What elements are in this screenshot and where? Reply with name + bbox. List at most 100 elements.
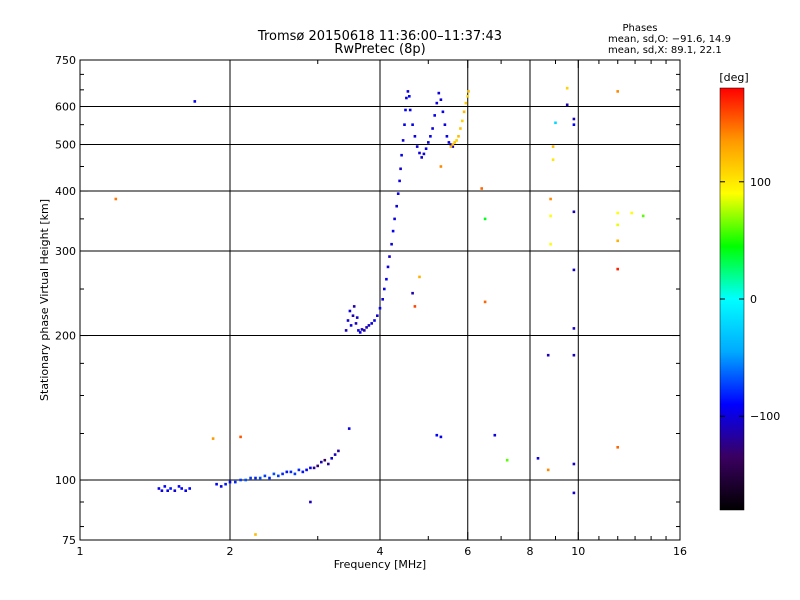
data-point <box>180 487 183 490</box>
data-point <box>169 487 172 490</box>
data-point <box>367 324 371 327</box>
data-point <box>505 458 509 462</box>
colorbar-tick-label: 100 <box>750 176 771 189</box>
data-point <box>431 127 434 130</box>
data-point <box>572 491 576 495</box>
data-point <box>411 123 414 126</box>
data-point <box>400 153 403 157</box>
data-point <box>114 197 118 201</box>
data-point <box>429 135 432 138</box>
x-tick-label: 10 <box>571 545 585 558</box>
data-point <box>418 275 421 279</box>
x-tick-label: 1 <box>77 545 84 558</box>
data-point <box>565 86 569 90</box>
data-point <box>234 480 237 484</box>
chart-title: Tromsø 20150618 11:36:00–11:37:43 <box>257 29 502 44</box>
x-tick-label: 2 <box>227 545 234 558</box>
data-point <box>641 214 645 218</box>
gridlines <box>80 60 680 540</box>
data-point <box>193 100 197 103</box>
data-point <box>355 316 359 319</box>
data-point <box>239 478 242 482</box>
data-point <box>565 103 569 107</box>
data-point <box>309 500 312 504</box>
data-point <box>215 482 218 486</box>
data-point <box>467 90 470 93</box>
colorbar: [deg] 100 0 −100 <box>719 71 780 511</box>
data-point <box>160 489 164 492</box>
data-point <box>403 123 406 126</box>
data-point <box>483 217 487 221</box>
data-point <box>572 117 576 121</box>
data-point <box>268 476 271 480</box>
data-point <box>449 145 453 148</box>
data-point <box>616 239 619 243</box>
data-point <box>480 187 483 190</box>
data-point <box>316 464 319 468</box>
data-point <box>393 217 396 221</box>
data-point <box>333 453 337 456</box>
data-point <box>346 319 350 322</box>
data-point <box>549 214 552 218</box>
data-point <box>408 108 412 112</box>
data-point <box>272 472 276 476</box>
colorbar-tick-label: 0 <box>750 293 757 306</box>
x-tick-label: 6 <box>464 545 471 558</box>
data-point <box>163 485 167 488</box>
data-point <box>386 265 390 269</box>
data-point <box>630 211 633 215</box>
data-point <box>424 147 428 150</box>
data-point <box>572 210 576 214</box>
data-point <box>439 435 443 439</box>
data-point <box>365 326 368 329</box>
data-point <box>398 179 401 183</box>
data-point <box>354 322 358 325</box>
data-points <box>114 86 645 536</box>
data-point <box>413 135 417 138</box>
y-tick-label: 200 <box>55 330 76 343</box>
data-point <box>464 101 468 105</box>
data-point <box>451 145 455 148</box>
data-point <box>277 474 280 478</box>
colorbar-ticks: 100 0 −100 <box>720 176 780 423</box>
data-point <box>351 314 355 317</box>
data-point <box>330 457 333 460</box>
data-point <box>408 95 411 98</box>
data-point <box>616 211 619 215</box>
data-point <box>437 91 441 95</box>
data-point <box>373 319 376 322</box>
data-point <box>301 470 305 474</box>
data-point <box>320 460 323 464</box>
data-point <box>546 468 550 472</box>
data-point <box>254 533 257 536</box>
data-point <box>347 427 351 430</box>
data-point <box>449 143 453 146</box>
data-point <box>370 322 373 325</box>
data-point <box>249 476 252 480</box>
data-point <box>396 192 400 195</box>
data-point <box>546 353 550 357</box>
chart-subtitle: RwPretec (8p) <box>334 42 425 57</box>
data-point <box>360 328 364 331</box>
data-point <box>258 476 262 480</box>
data-point <box>439 165 443 168</box>
data-point <box>399 167 402 171</box>
data-point <box>349 324 353 327</box>
data-point <box>572 268 576 272</box>
data-point <box>435 433 439 437</box>
data-point <box>344 329 348 332</box>
data-point <box>239 435 242 439</box>
data-point <box>381 298 384 301</box>
data-point <box>244 478 247 482</box>
data-point <box>219 485 223 488</box>
data-point <box>363 329 366 332</box>
data-point <box>483 300 487 304</box>
data-point <box>406 90 410 93</box>
stats-line-x: mean, sd,X: 89.1, 22.1 <box>608 45 722 56</box>
data-point <box>391 229 395 233</box>
data-point <box>357 329 360 332</box>
data-point <box>385 277 388 281</box>
data-point <box>443 123 447 126</box>
data-point <box>224 482 227 486</box>
data-point <box>451 143 455 146</box>
